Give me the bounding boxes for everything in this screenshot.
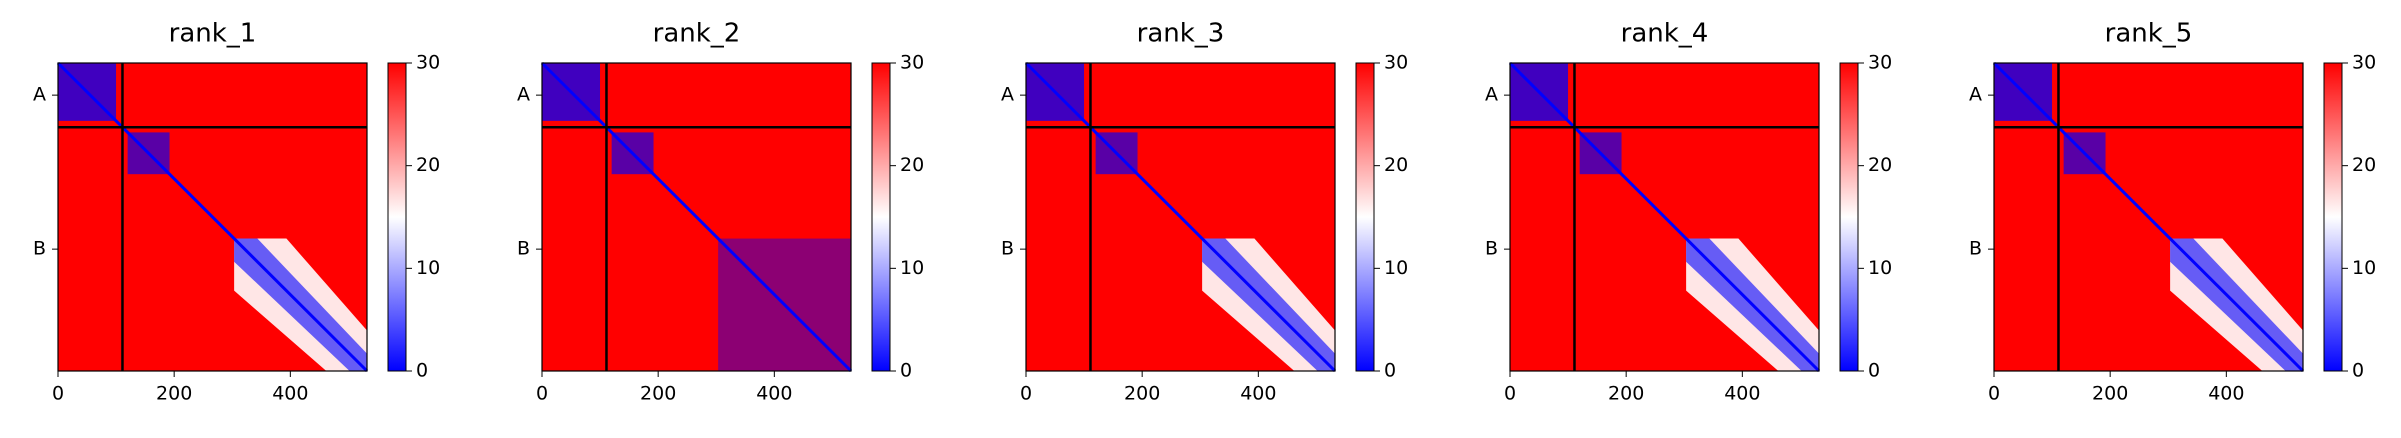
- colorbar-tick-label: 0: [900, 360, 912, 382]
- chart-title: rank_1: [169, 19, 257, 49]
- y-tick-label: B: [517, 238, 530, 260]
- colorbar: [388, 63, 406, 371]
- colorbar: [872, 63, 890, 371]
- colorbar-tick-label: 0: [416, 360, 428, 382]
- colorbar-tick-label: 30: [900, 52, 924, 74]
- heatmap-diagonal: [1024, 61, 1337, 373]
- y-tick-label: B: [1969, 238, 1982, 260]
- panel: rank_3 0 200 400 A B 0 10 20 30: [1001, 19, 1408, 405]
- heatmap: [1508, 61, 1821, 373]
- colorbar-tick-label: 0: [1384, 360, 1396, 382]
- heatmap-diagonal: [1508, 61, 1821, 373]
- chart-title: rank_5: [2105, 19, 2193, 49]
- heatmap: [540, 61, 853, 373]
- x-tick-label: 0: [536, 383, 548, 405]
- x-tick-label: 200: [156, 383, 192, 405]
- colorbar-tick-label: 30: [416, 52, 440, 74]
- x-tick-label: 0: [1020, 383, 1032, 405]
- x-tick-label: 0: [1988, 383, 2000, 405]
- colorbar-frame: [1355, 62, 1375, 372]
- plot-frame: [1993, 62, 2304, 372]
- x-tick-label: 400: [1240, 383, 1276, 405]
- colorbar: [1356, 63, 1374, 371]
- y-tick-label: B: [33, 238, 46, 260]
- colorbar-frame: [1839, 62, 1859, 372]
- plot-frame: [541, 62, 852, 372]
- colorbar: [2324, 63, 2342, 371]
- plot-frame: [57, 62, 368, 372]
- colorbar-frame: [2323, 62, 2343, 372]
- plot-frame: [1509, 62, 1820, 372]
- colorbar-tick-label: 20: [1384, 154, 1408, 176]
- heatmap-diagonal: [56, 61, 369, 373]
- heatmap: [1024, 61, 1337, 373]
- colorbar-tick-label: 0: [2352, 360, 2364, 382]
- heatmap-diagonal: [540, 61, 853, 373]
- chart-title: rank_4: [1621, 19, 1709, 49]
- x-tick-label: 200: [1124, 383, 1160, 405]
- y-tick-label: A: [1485, 84, 1498, 106]
- colorbar-tick-label: 30: [2352, 52, 2376, 74]
- panel: rank_2 0 200 400 A B 0 10 20 30: [517, 19, 924, 405]
- colorbar-tick-label: 10: [1384, 257, 1408, 279]
- colorbar-frame: [871, 62, 891, 372]
- y-tick-label: A: [1969, 84, 1982, 106]
- x-tick-label: 0: [1504, 383, 1516, 405]
- x-tick-label: 200: [640, 383, 676, 405]
- colorbar-tick-label: 20: [1868, 154, 1892, 176]
- heatmap: [1992, 61, 2305, 373]
- x-tick-label: 400: [2208, 383, 2244, 405]
- y-tick-label: A: [33, 84, 46, 106]
- colorbar-tick-label: 10: [1868, 257, 1892, 279]
- x-tick-label: 200: [1608, 383, 1644, 405]
- y-tick-label: A: [517, 84, 530, 106]
- y-tick-label: A: [1001, 84, 1014, 106]
- panel: rank_1 0 200 400 A B 0 10 20 30: [33, 19, 440, 405]
- colorbar-tick-label: 20: [416, 154, 440, 176]
- colorbar: [1840, 63, 1858, 371]
- x-tick-label: 400: [272, 383, 308, 405]
- plot-frame: [1025, 62, 1336, 372]
- colorbar-tick-label: 20: [900, 154, 924, 176]
- x-tick-label: 400: [756, 383, 792, 405]
- panel: rank_5 0 200 400 A B 0 10 20 30: [1969, 19, 2376, 405]
- colorbar-tick-label: 10: [900, 257, 924, 279]
- colorbar-tick-label: 30: [1384, 52, 1408, 74]
- colorbar-tick-label: 10: [416, 257, 440, 279]
- colorbar-tick-label: 30: [1868, 52, 1892, 74]
- colorbar-tick-label: 0: [1868, 360, 1880, 382]
- colorbar-tick-label: 10: [2352, 257, 2376, 279]
- panel: rank_4 0 200 400 A B 0 10 20 30: [1485, 19, 1892, 405]
- colorbar-frame: [387, 62, 407, 372]
- colorbar-tick-label: 20: [2352, 154, 2376, 176]
- chart-title: rank_2: [653, 19, 741, 49]
- y-tick-label: B: [1001, 238, 1014, 260]
- heatmap-diagonal: [1992, 61, 2305, 373]
- x-tick-label: 400: [1724, 383, 1760, 405]
- x-tick-label: 200: [2092, 383, 2128, 405]
- x-tick-label: 0: [52, 383, 64, 405]
- heatmap: [56, 61, 369, 373]
- y-tick-label: B: [1485, 238, 1498, 260]
- chart-title: rank_3: [1137, 19, 1225, 49]
